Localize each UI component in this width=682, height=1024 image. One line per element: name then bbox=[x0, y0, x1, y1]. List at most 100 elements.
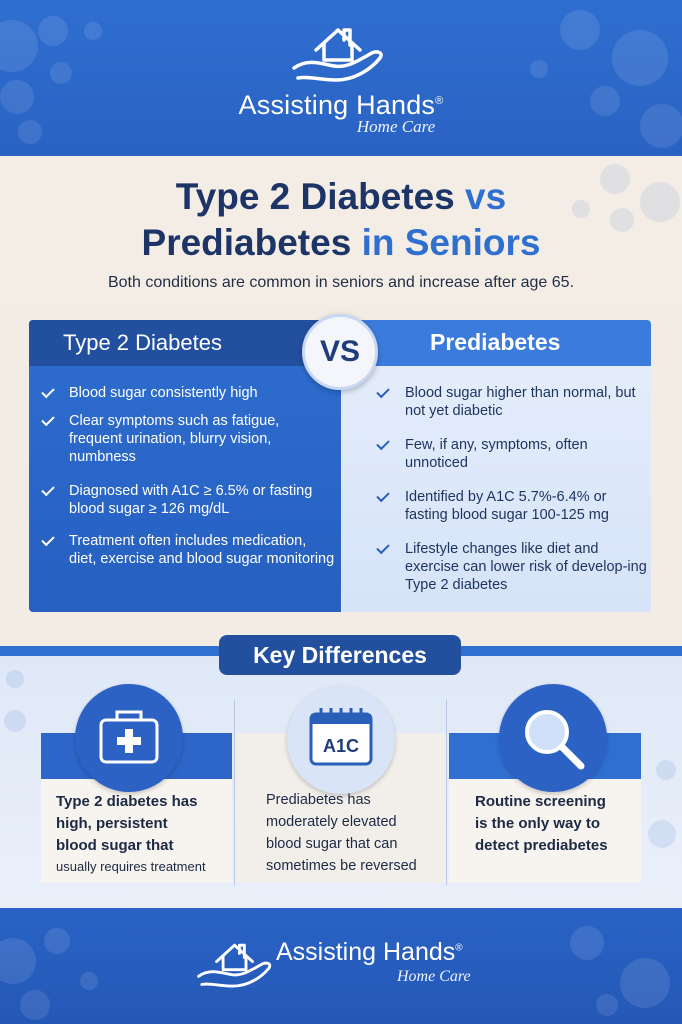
prediabetes-heading: Prediabetes bbox=[342, 320, 651, 366]
list-item: Few, if any, symptoms, often unnoticed bbox=[342, 436, 651, 472]
check-icon bbox=[41, 482, 55, 497]
card-line: is the only way to bbox=[475, 815, 601, 832]
footer-banner: Assisting Hands® Home Care bbox=[0, 908, 682, 1024]
card-line: Type 2 diabetes has bbox=[56, 793, 198, 810]
list-item: Blood sugar consistently high bbox=[29, 384, 341, 402]
check-icon bbox=[41, 532, 55, 547]
decor-dot bbox=[640, 182, 680, 222]
calendar-graphic: A1C bbox=[309, 708, 373, 766]
decor-dot bbox=[4, 710, 26, 732]
footer-tagline: Home Care bbox=[397, 968, 471, 985]
decor-dot bbox=[590, 86, 620, 116]
list-item-text: Identified by A1C 5.7%-6.4% or fasting b… bbox=[405, 489, 609, 523]
decor-dot bbox=[80, 972, 98, 990]
card-line: moderately elevated bbox=[266, 814, 397, 830]
card-line: blood sugar that bbox=[56, 837, 174, 854]
medical-kit-graphic bbox=[99, 710, 159, 764]
list-item: Blood sugar higher than normal, but not … bbox=[342, 384, 651, 420]
card-text: Prediabetes has moderately elevated bloo… bbox=[236, 789, 446, 877]
check-icon bbox=[376, 540, 390, 555]
footer-brand-name: Assisting Hands® bbox=[276, 938, 463, 967]
prediabetes-column: Prediabetes Blood sugar higher than norm… bbox=[342, 320, 651, 612]
list-item: Clear symptoms such as fatigue, frequent… bbox=[29, 412, 341, 466]
vs-badge: VS bbox=[302, 314, 378, 390]
brand-tagline: Home Care bbox=[356, 117, 436, 136]
brand-name: Assisting Hands® bbox=[0, 90, 682, 121]
magnifying-glass-icon bbox=[499, 684, 607, 792]
check-icon bbox=[41, 412, 55, 427]
decor-dot bbox=[84, 22, 102, 40]
divider bbox=[446, 700, 447, 885]
decor-dot bbox=[570, 926, 604, 960]
decor-dot bbox=[530, 60, 548, 78]
decor-dot bbox=[572, 200, 590, 218]
decor-dot bbox=[640, 104, 682, 148]
a1c-label: A1C bbox=[323, 736, 359, 756]
decor-dot bbox=[18, 120, 42, 144]
calendar-a1c-icon: A1C bbox=[287, 686, 395, 794]
brand-name-text: Assisting Hands bbox=[238, 90, 436, 120]
footer-logo: Assisting Hands® Home Care bbox=[192, 932, 522, 1002]
house-in-hand-icon bbox=[292, 28, 383, 82]
decor-dot bbox=[0, 938, 36, 984]
decor-dot bbox=[44, 928, 70, 954]
type2-heading: Type 2 Diabetes bbox=[29, 320, 341, 366]
medical-kit-icon bbox=[75, 684, 183, 792]
decor-dot bbox=[560, 10, 600, 50]
list-item-text: Treatment often includes medication, die… bbox=[69, 533, 335, 567]
title-in-seniors: in Seniors bbox=[361, 222, 541, 263]
list-item-text: Lifestyle changes like diet and exercise… bbox=[405, 541, 647, 593]
title-prediabetes: Prediabetes bbox=[141, 222, 352, 263]
card-text: Routine screening is the only way to det… bbox=[449, 791, 641, 857]
decor-dot bbox=[648, 820, 676, 848]
decor-dot bbox=[612, 30, 668, 86]
list-item: Treatment often includes medication, die… bbox=[29, 532, 341, 568]
divider bbox=[234, 700, 235, 885]
list-item-text: Few, if any, symptoms, often unnoticed bbox=[405, 437, 588, 471]
decor-dot bbox=[620, 958, 670, 1008]
list-item-text: Blood sugar higher than normal, but not … bbox=[405, 385, 636, 419]
decor-dot bbox=[50, 62, 72, 84]
decor-dot bbox=[610, 208, 634, 232]
title-type2: Type 2 Diabetes bbox=[175, 176, 455, 217]
footer-brand-text: Assisting Hands bbox=[276, 938, 456, 966]
title-vs: vs bbox=[465, 176, 507, 217]
card-line: high, persistent bbox=[56, 815, 168, 832]
decor-dot bbox=[20, 990, 50, 1020]
page-title: Type 2 Diabetes vs Prediabetes in Senior… bbox=[0, 174, 682, 266]
prediabetes-list: Blood sugar higher than normal, but not … bbox=[342, 376, 651, 594]
decor-dot bbox=[0, 80, 34, 114]
check-icon bbox=[376, 436, 390, 451]
list-item-text: Diagnosed with A1C ≥ 6.5% or fasting blo… bbox=[69, 483, 313, 517]
check-icon bbox=[376, 384, 390, 399]
registered-mark: ® bbox=[455, 942, 463, 954]
card-line: usually requires treatment bbox=[56, 859, 206, 874]
card-line: sometimes be reversed bbox=[266, 858, 417, 874]
magnifier-graphic bbox=[525, 710, 585, 770]
card-line: detect prediabetes bbox=[475, 837, 608, 854]
title-section: Type 2 Diabetes vs Prediabetes in Senior… bbox=[0, 156, 682, 308]
list-item-text: Blood sugar consistently high bbox=[69, 385, 258, 401]
list-item: Identified by A1C 5.7%-6.4% or fasting b… bbox=[342, 488, 651, 524]
list-item: Lifestyle changes like diet and exercise… bbox=[342, 540, 651, 594]
card-text: Type 2 diabetes has high, persistent blo… bbox=[41, 791, 232, 877]
subtitle: Both conditions are common in seniors an… bbox=[107, 274, 575, 291]
check-icon bbox=[41, 384, 55, 399]
type2-column: Type 2 Diabetes Blood sugar consistently… bbox=[29, 320, 341, 612]
card-line: Routine screening bbox=[475, 793, 606, 810]
decor-dot bbox=[596, 994, 618, 1016]
header-logo: Assisting Hands® Home Care bbox=[0, 18, 682, 137]
card-line: Prediabetes has bbox=[266, 792, 371, 808]
header-banner: Assisting Hands® Home Care bbox=[0, 0, 682, 156]
decor-dot bbox=[600, 164, 630, 194]
list-item: Diagnosed with A1C ≥ 6.5% or fasting blo… bbox=[29, 482, 341, 518]
comparison-panel: Type 2 Diabetes Blood sugar consistently… bbox=[29, 314, 651, 612]
registered-mark: ® bbox=[435, 95, 444, 107]
type2-list: Blood sugar consistently high Clear symp… bbox=[29, 376, 341, 568]
key-differences-heading: Key Differences bbox=[219, 635, 461, 675]
check-icon bbox=[376, 488, 390, 503]
decor-dot bbox=[6, 670, 24, 688]
decor-dot bbox=[38, 16, 68, 46]
decor-dot bbox=[656, 760, 676, 780]
card-line: blood sugar that can bbox=[266, 836, 398, 852]
